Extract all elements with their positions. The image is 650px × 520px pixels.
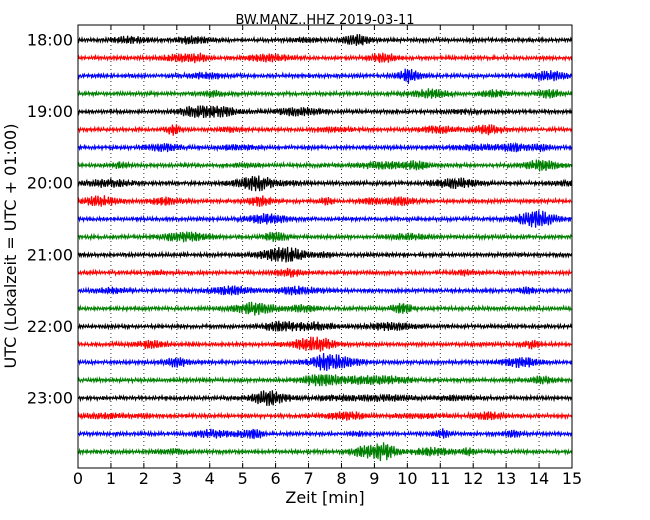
seismic-trace bbox=[77, 301, 573, 316]
x-tick-label: 4 bbox=[205, 469, 215, 488]
x-axis-ticks: 0 1 2 3 4 5 6 7 8 9 10 11 12 13 14 15 bbox=[73, 25, 582, 488]
seismic-trace bbox=[77, 105, 573, 119]
y-tick-label: 22:00 bbox=[27, 317, 73, 336]
seismic-trace bbox=[77, 390, 573, 406]
seismic-trace bbox=[77, 124, 573, 136]
seismic-trace bbox=[77, 141, 573, 153]
x-tick-label: 13 bbox=[496, 469, 516, 488]
seismic-trace bbox=[77, 175, 573, 192]
x-tick-label: 0 bbox=[73, 469, 83, 488]
y-tick-label: 23:00 bbox=[27, 389, 73, 408]
x-tick-label: 8 bbox=[336, 469, 346, 488]
x-tick-label: 7 bbox=[303, 469, 313, 488]
seismic-trace bbox=[77, 428, 573, 440]
seismic-trace bbox=[77, 159, 573, 172]
x-tick-label: 12 bbox=[463, 469, 483, 488]
x-tick-label: 5 bbox=[238, 469, 248, 488]
seismic-trace bbox=[77, 246, 573, 263]
seismic-trace bbox=[77, 231, 573, 243]
y-tick-label: 20:00 bbox=[27, 174, 73, 193]
seismic-trace bbox=[77, 210, 572, 228]
y-tick-label: 21:00 bbox=[27, 245, 73, 264]
y-axis-label: UTC (Lokalzeit = UTC + 01:00) bbox=[1, 124, 20, 369]
seismic-trace bbox=[77, 285, 572, 296]
seismic-trace bbox=[77, 442, 573, 462]
x-tick-label: 15 bbox=[562, 469, 582, 488]
x-axis-label: Zeit [min] bbox=[285, 488, 364, 507]
x-tick-label: 3 bbox=[172, 469, 182, 488]
x-tick-label: 10 bbox=[397, 469, 417, 488]
y-tick-label: 19:00 bbox=[27, 102, 73, 121]
seismic-trace bbox=[77, 267, 573, 278]
seismic-trace bbox=[77, 410, 573, 421]
chart-title: BW.MANZ..HHZ 2019-03-11 bbox=[235, 13, 414, 28]
y-tick-label: 18:00 bbox=[27, 31, 73, 50]
seismic-trace bbox=[77, 68, 573, 84]
seismic-trace bbox=[77, 88, 573, 99]
seismic-trace bbox=[77, 374, 573, 387]
x-tick-label: 14 bbox=[529, 469, 549, 488]
seismic-trace bbox=[77, 353, 573, 371]
x-tick-label: 11 bbox=[430, 469, 450, 488]
trace-group bbox=[77, 34, 573, 462]
x-tick-label: 1 bbox=[106, 469, 116, 488]
y-axis-ticks: 18:00 19:00 20:00 21:00 22:00 23:00 bbox=[27, 31, 572, 408]
x-tick-label: 9 bbox=[369, 469, 379, 488]
plot-frame bbox=[77, 24, 573, 469]
seismic-trace bbox=[77, 195, 573, 207]
x-tick-label: 2 bbox=[139, 469, 149, 488]
seismic-trace bbox=[77, 336, 572, 352]
seismic-trace bbox=[77, 320, 573, 332]
x-tick-label: 6 bbox=[271, 469, 281, 488]
seismic-trace bbox=[77, 34, 573, 46]
seismic-trace bbox=[77, 52, 573, 64]
